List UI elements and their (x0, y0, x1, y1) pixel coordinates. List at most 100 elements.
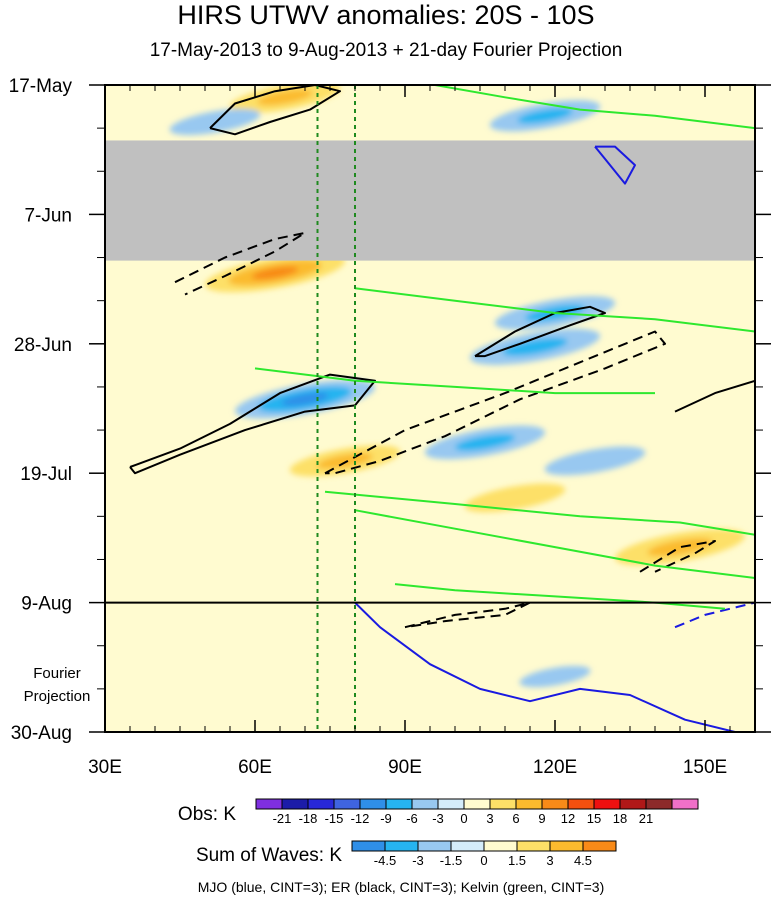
missing-data-band (105, 140, 755, 261)
er-contour (209, 85, 341, 136)
obs-colorbar-tick-label: -21 (273, 811, 292, 826)
obs-colorbar-swatch (359, 798, 387, 810)
mjo-contour (594, 145, 636, 185)
obs-colorbar-tick-label: 9 (538, 811, 545, 826)
waves-colorbar-tick-label: -4.5 (374, 853, 396, 868)
waves-colorbar-swatch (384, 840, 419, 852)
obs-colorbar-tick-label: -3 (432, 811, 444, 826)
obs-colorbar-swatch (593, 798, 621, 810)
anomaly-blob (464, 483, 566, 513)
y-tick-label: 7-Jun (24, 205, 72, 226)
waves-colorbar-swatch (549, 840, 584, 852)
y-tick-label: 30-Aug (11, 723, 72, 744)
waves-colorbar-swatch (582, 840, 617, 852)
waves-colorbar-tick-label: 3 (546, 853, 553, 868)
er-contour (324, 330, 666, 475)
obs-colorbar-swatch (333, 798, 361, 810)
fourier-projection-label: Fourier Projection (24, 665, 91, 705)
obs-colorbar-swatch (281, 798, 309, 810)
er-contour (174, 231, 306, 296)
waves-colorbar-swatch (516, 840, 551, 852)
anomaly-blob (647, 538, 713, 557)
obs-colorbar-swatch (671, 798, 699, 810)
colorbar-layer: -21 -18 -15 -12 -9 -6 -3 0 3 6 9 12 15 18 21 Obs: K -4.5… (178, 798, 699, 868)
kelvin-contour (354, 287, 755, 333)
obs-colorbar-swatch (411, 798, 439, 810)
obs-colorbar-swatch (567, 798, 595, 810)
obs-colorbar-swatch (307, 798, 335, 810)
er-contour (639, 540, 716, 573)
fourier-label-line: Fourier (33, 665, 81, 682)
anomaly-blob (281, 392, 329, 406)
waves-colorbar-tick-label: 4.5 (574, 853, 592, 868)
fourier-label-line: Projection (24, 688, 91, 705)
waves-colorbar-tick-label: -1.5 (440, 853, 462, 868)
x-tick-label: 90E (388, 757, 422, 778)
waves-colorbar-tick-label: 0 (480, 853, 487, 868)
y-tick-label: 17-May (9, 76, 73, 97)
obs-colorbar-tick-label: 12 (561, 811, 575, 826)
anomaly-blob (251, 266, 299, 280)
kelvin-contour (434, 85, 755, 130)
chart-subtitle: 17-May-2013 to 9-Aug-2013 + 21-day Fouri… (149, 40, 623, 61)
anomaly-blob (454, 433, 516, 451)
obs-colorbar-swatch (645, 798, 673, 810)
er-contour (674, 379, 755, 413)
x-tick-label: 150E (683, 757, 727, 778)
chart-title: HIRS UTWV anomalies: 20S - 10S (177, 0, 595, 30)
y-tick-label: 19-Jul (20, 464, 72, 485)
obs-colorbar-tick-label: 15 (587, 811, 601, 826)
kelvin-contour (254, 367, 655, 395)
waves-colorbar-tick-label: -3 (412, 853, 424, 868)
anomaly-blob (544, 446, 646, 476)
obs-colorbar-swatch (489, 798, 517, 810)
x-tick-label: 120E (533, 757, 577, 778)
waves-colorbar-tick-label: 1.5 (508, 853, 526, 868)
x-tick-label: 30E (88, 757, 122, 778)
mjo-contour (354, 601, 736, 732)
axis-layer: 30E 60E 90E 120E 150E 17-May 7-Jun 28-Jun 19-Jul… (9, 76, 771, 778)
mjo-contour (674, 601, 755, 629)
anomaly-blob (317, 453, 373, 469)
kelvin-contour (324, 490, 755, 536)
waves-colorbar-label: Sum of Waves: K (196, 845, 342, 866)
reference-lines-layer (316, 85, 356, 732)
waves-colorbar-swatch (483, 840, 518, 852)
anomaly-blob (502, 337, 568, 356)
obs-colorbar-tick-label: -12 (351, 811, 370, 826)
obs-colorbar-swatch (463, 798, 491, 810)
anomaly-blob (519, 665, 591, 688)
obs-colorbar-swatch (255, 798, 283, 810)
waves-colorbar-swatch (417, 840, 452, 852)
obs-colorbar-label: Obs: K (178, 804, 236, 825)
er-contour (129, 373, 376, 475)
y-tick-label: 28-Jun (14, 335, 72, 356)
obs-colorbar-swatch (515, 798, 543, 810)
obs-colorbar-tick-label: 0 (460, 811, 467, 826)
obs-colorbar-tick-label: -6 (406, 811, 418, 826)
kelvin-contour (394, 583, 726, 610)
waves-colorbar-swatch (351, 840, 386, 852)
obs-colorbar-swatch (541, 798, 569, 810)
x-tick-label: 60E (238, 757, 272, 778)
obs-colorbar-swatch (385, 798, 413, 810)
anomaly-blob (517, 108, 573, 124)
obs-colorbar-tick-label: -15 (325, 811, 344, 826)
plot-area (105, 85, 755, 732)
er-contour (404, 601, 531, 629)
obs-colorbar-tick-label: -18 (299, 811, 318, 826)
anomaly-blob (257, 89, 313, 106)
contour-layer (129, 85, 755, 732)
missing-data-layer (105, 140, 755, 261)
obs-colorbar-tick-label: 3 (486, 811, 493, 826)
waves-colorbar-swatch (450, 840, 485, 852)
obs-colorbar-swatch (437, 798, 465, 810)
obs-colorbar-tick-label: 21 (639, 811, 653, 826)
obs-colorbar-tick-label: 6 (512, 811, 519, 826)
obs-colorbar-tick-label: 18 (613, 811, 627, 826)
y-tick-label: 9-Aug (21, 594, 72, 615)
obs-colorbar-swatch (619, 798, 647, 810)
er-contour (474, 305, 606, 358)
kelvin-contour (354, 509, 755, 579)
